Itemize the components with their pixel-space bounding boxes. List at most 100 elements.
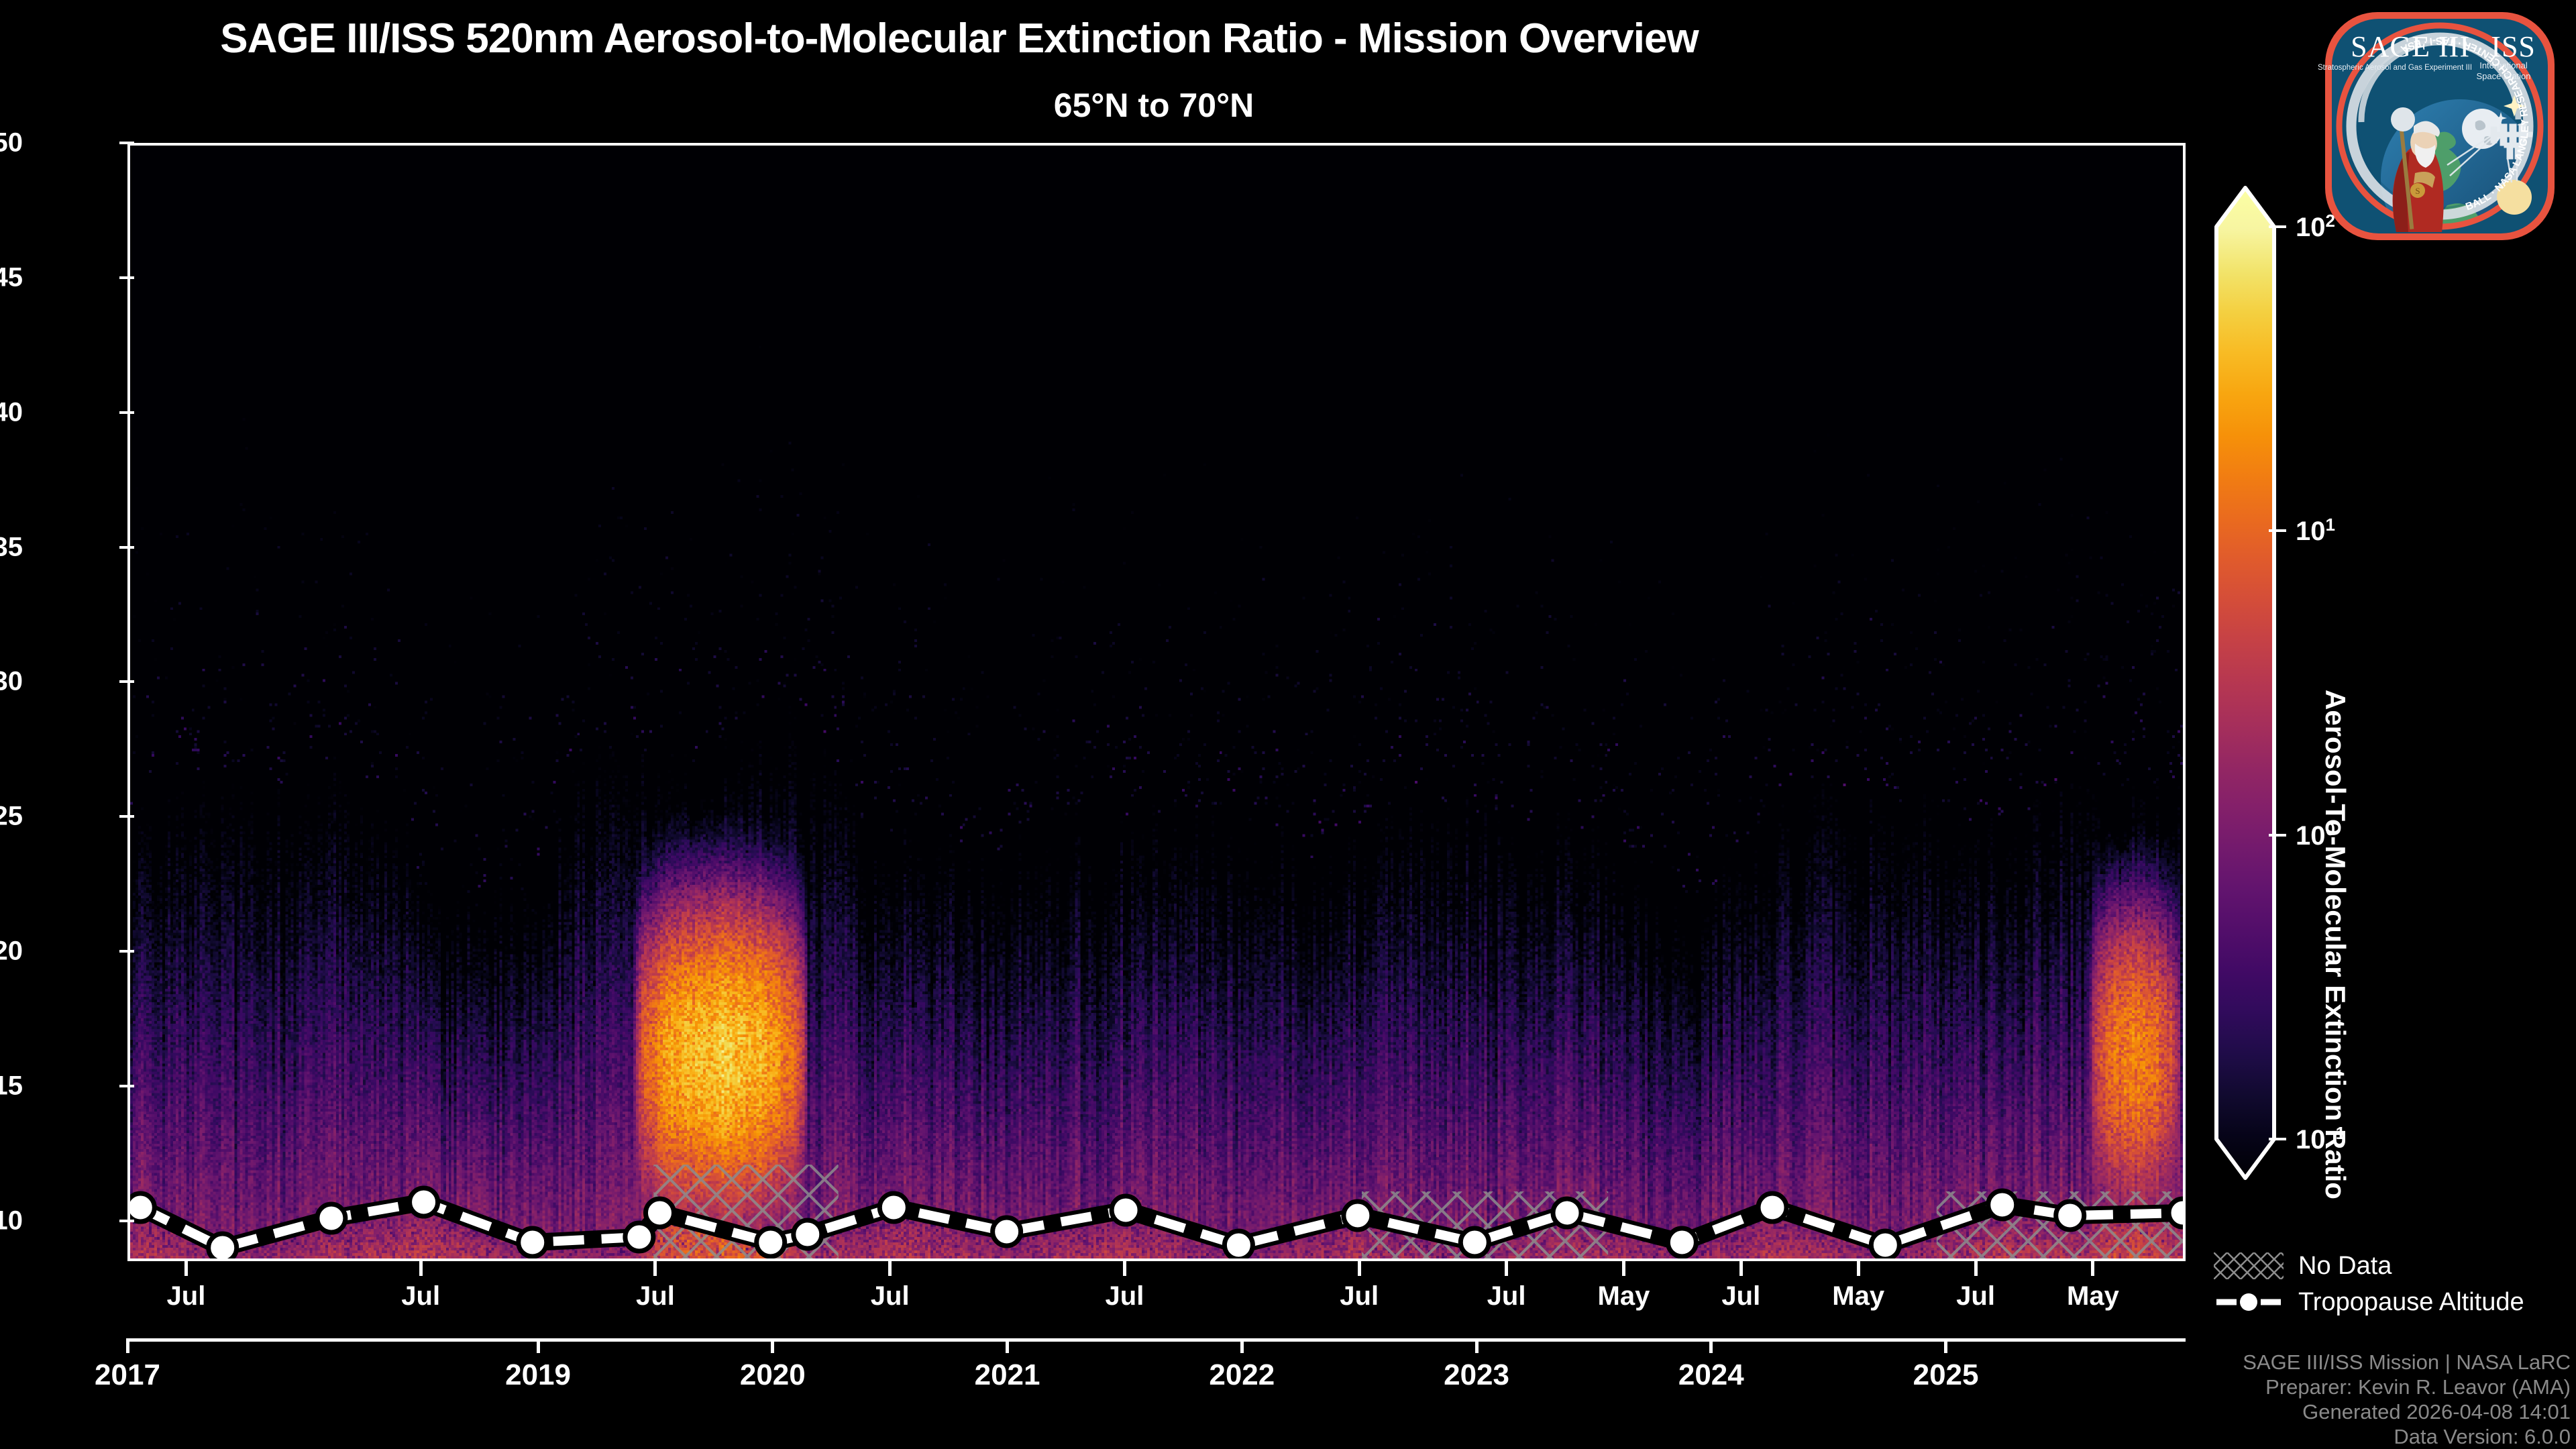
- x-month-tick-label: Jul: [1487, 1281, 1526, 1311]
- colorbar-tick-mark: [2269, 1138, 2286, 1140]
- x-year-tick-label: 2017: [95, 1358, 160, 1391]
- x-month-tick-mark: [888, 1261, 892, 1276]
- y-tick-label: 50: [0, 127, 23, 158]
- x-month-tick-label: Jul: [870, 1281, 910, 1311]
- logo-sub-left: Stratospheric Aerosol and Gas Experiment…: [2318, 64, 2472, 72]
- x-month-tick-label: May: [2067, 1281, 2119, 1311]
- colorbar-gradient: [2214, 186, 2276, 1180]
- tropopause-marker: [407, 1185, 441, 1219]
- colorbar[interactable]: 102 101 100 10−1 Aerosol-To-Molecular Extin…: [2207, 153, 2422, 1226]
- tropopause-overlay: [130, 1165, 2183, 1258]
- x-month-tick-mark: [1974, 1261, 1978, 1276]
- x-month-tick-label: Jul: [1340, 1281, 1379, 1311]
- footer-credits: SAGE III/ISS Mission | NASA LaRC Prepare…: [2243, 1350, 2571, 1449]
- x-month-tick-label: Jul: [1721, 1281, 1761, 1311]
- x-month-tick-mark: [184, 1261, 188, 1276]
- logo-main-text: SAGE III · ISS: [2351, 30, 2536, 63]
- x-month-tick-mark: [1122, 1261, 1126, 1276]
- x-year-tick-mark: [1474, 1338, 1479, 1353]
- x-month-tick-label: May: [1832, 1281, 1885, 1311]
- tropopause-marker: [2053, 1199, 2087, 1232]
- tropopause-marker: [1986, 1188, 2019, 1222]
- x-month-tick-label: Jul: [1956, 1281, 1995, 1311]
- x-axis-year-line: [127, 1338, 2186, 1342]
- y-tick-label: 25: [0, 801, 23, 831]
- y-tick-mark: [119, 680, 134, 684]
- x-year-tick-label: 2023: [1444, 1358, 1510, 1391]
- heatmap-raster: [130, 146, 2183, 1258]
- x-month-tick-label: Jul: [1105, 1281, 1144, 1311]
- x-month-tick-mark: [653, 1261, 657, 1276]
- x-month-tick-mark: [1856, 1261, 1860, 1276]
- x-month-tick-label: Jul: [401, 1281, 441, 1311]
- colorbar-tick-label: 102: [2296, 210, 2335, 243]
- y-tick-mark: [119, 1084, 134, 1087]
- colorbar-tick-mark: [2269, 225, 2286, 228]
- footer-line-generated: Generated 2026-04-08 14:01: [2302, 1400, 2571, 1424]
- tropopause-marker: [315, 1201, 348, 1235]
- tropopause-marker: [206, 1231, 239, 1258]
- x-month-tick-mark: [419, 1261, 423, 1276]
- x-year-tick-label: 2025: [1913, 1358, 1979, 1391]
- x-year-tick-label: 2022: [1209, 1358, 1275, 1391]
- legend-label-tropopause: Tropopause Altitude: [2298, 1287, 2524, 1316]
- tropopause-marker: [1868, 1228, 1902, 1258]
- colorbar-tick-label: 100: [2296, 818, 2335, 851]
- y-tick-mark: [119, 545, 134, 549]
- y-tick-mark: [119, 950, 134, 953]
- colorbar-title: Aerosol-To-Molecular Extinction Ratio: [2320, 690, 2351, 1199]
- x-month-tick-mark: [2091, 1261, 2095, 1276]
- legend-label-no-data: No Data: [2298, 1251, 2392, 1280]
- tropopause-marker: [1341, 1199, 1375, 1232]
- page-subtitle: 65°N to 70°N: [1053, 87, 1254, 124]
- x-year-tick-mark: [1240, 1338, 1244, 1353]
- sage-iii-iss-logo: S SAGE III · ISS Stratospheric Aerosol a…: [2316, 4, 2564, 248]
- x-year-tick-label: 2021: [974, 1358, 1040, 1391]
- logo-sub-right-1: International: [2479, 60, 2528, 70]
- x-year-tick-mark: [1006, 1338, 1010, 1353]
- x-month-tick-mark: [1505, 1261, 1509, 1276]
- tropopause-marker: [791, 1218, 824, 1251]
- y-tick-label: 30: [0, 666, 23, 696]
- tropopause-marker: [516, 1226, 549, 1258]
- tropopause-marker: [1222, 1228, 1255, 1258]
- tropopause-marker: [1109, 1193, 1142, 1227]
- no-data-hatch-swatch: [2214, 1252, 2284, 1279]
- y-tick-mark: [119, 142, 134, 144]
- x-month-tick-label: Jul: [166, 1281, 206, 1311]
- tropopause-marker: [1665, 1226, 1699, 1258]
- x-year-tick-mark: [771, 1338, 775, 1353]
- page-title: SAGE III/ISS 520nm Aerosol-to-Molecular …: [220, 15, 1699, 62]
- colorbar-tick-mark: [2269, 833, 2286, 837]
- x-year-tick-mark: [125, 1338, 129, 1353]
- x-year-tick-label: 2019: [505, 1358, 572, 1391]
- x-year-tick-mark: [1944, 1338, 1948, 1353]
- x-month-tick-label: Jul: [636, 1281, 675, 1311]
- x-month-tick-mark: [1357, 1261, 1361, 1276]
- x-month-tick-mark: [1621, 1261, 1625, 1276]
- x-month-tick-mark: [1739, 1261, 1743, 1276]
- legend-item-tropopause: Tropopause Altitude: [2214, 1284, 2576, 1320]
- tropopause-marker: [1756, 1191, 1789, 1224]
- x-year-tick-label: 2024: [1678, 1358, 1744, 1391]
- tropopause-marker: [990, 1215, 1024, 1248]
- tropopause-line-swatch: [2216, 1293, 2281, 1311]
- logo-sub-right-2: Space Station: [2477, 71, 2531, 81]
- heatmap-plot-area[interactable]: [127, 143, 2186, 1261]
- y-tick-label: 45: [0, 262, 23, 292]
- footer-line-preparer: Preparer: Kevin R. Leavor (AMA): [2265, 1375, 2571, 1399]
- y-tick-label: 20: [0, 936, 23, 966]
- footer-line-version: Data Version: 6.0.0: [2394, 1425, 2571, 1448]
- colorbar-tick-label: 10−1: [2296, 1122, 2346, 1155]
- tropopause-marker: [2166, 1196, 2183, 1230]
- y-tick-mark: [119, 1219, 134, 1222]
- y-tick-label: 15: [0, 1071, 23, 1101]
- legend: No Data Tropopause Altitude: [2214, 1248, 2576, 1320]
- tropopause-line: [138, 1197, 2183, 1252]
- y-tick-mark: [119, 276, 134, 279]
- y-tick-label: 40: [0, 397, 23, 427]
- tropopause-marker: [130, 1191, 157, 1224]
- tropopause-marker: [1458, 1226, 1491, 1258]
- x-year-tick-mark: [536, 1338, 540, 1353]
- x-month-tick-label: May: [1597, 1281, 1650, 1311]
